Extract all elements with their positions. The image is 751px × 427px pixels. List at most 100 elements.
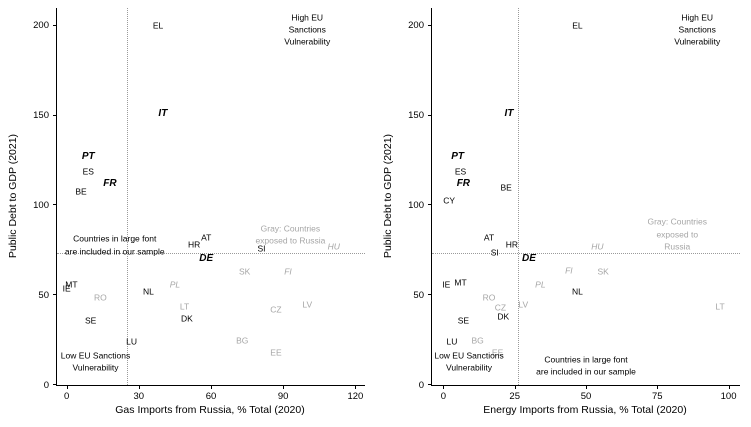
country-label-de: DE (522, 253, 536, 265)
vertical-threshold-line (126, 8, 128, 385)
country-label-pl: PL (169, 279, 181, 290)
country-label-pt: PT (81, 151, 95, 163)
country-label-es: ES (454, 166, 467, 177)
country-label-lu: LU (446, 336, 458, 347)
y-tick-mark (428, 114, 432, 116)
plot-area-gas: 0 50 100 150 200 0 30 60 90 120 EL IT PT ES FR BE AT HR SI… (33, 8, 365, 401)
horizontal-threshold-line (57, 252, 365, 254)
x-tick-label: 25 (509, 391, 520, 402)
country-label-lv: LV (302, 298, 313, 309)
country-label-ro: RO (482, 291, 496, 302)
country-label-hu: HU (591, 241, 604, 252)
y-tick-mark (53, 384, 57, 385)
y-tick-mark (53, 114, 57, 116)
country-label-si: SI (490, 246, 499, 257)
country-label-it: IT (158, 107, 168, 119)
country-label-hr: HR (505, 239, 518, 250)
x-tick-label: 30 (133, 391, 145, 402)
x-tick-label: 120 (347, 391, 364, 402)
high-vulnerability-note: High EU Sanctions Vulnerability (284, 12, 331, 47)
panel-energy-imports: Public Debt to GDP (2021) 0 50 100 150 200 0 2… (375, 0, 751, 427)
country-label-lu: LU (126, 336, 138, 347)
country-label-hu: HU (327, 241, 340, 252)
y-tick-label: 0 (418, 379, 424, 391)
y-tick-label: 50 (413, 289, 424, 301)
country-label-lt: LT (715, 300, 725, 311)
y-axis-title: Public Debt to GDP (2021) (7, 133, 19, 259)
country-label-ee: EE (491, 347, 504, 358)
country-label-nl: NL (143, 286, 154, 297)
country-label-lv: LV (518, 298, 529, 309)
country-label-es: ES (82, 166, 94, 177)
country-label-pl: PL (535, 279, 546, 290)
low-vulnerability-note: Low EU Sanctions Vulnerability (434, 350, 504, 373)
country-label-el: EL (572, 20, 583, 31)
panel-gas-imports: Public Debt to GDP (2021) 0 50 100 150 200 0 3… (7, 8, 365, 416)
country-label-bg: BG (471, 334, 484, 345)
x-tick-mark (657, 385, 659, 389)
y-tick-label: 0 (43, 379, 49, 391)
y-tick-mark (428, 384, 432, 385)
country-label-el: EL (152, 20, 164, 31)
country-label-ro: RO (93, 291, 107, 302)
country-label-cz: CZ (494, 302, 507, 313)
x-tick-mark (586, 385, 587, 389)
country-label-cz: CZ (270, 304, 282, 315)
country-label-nl: NL (572, 286, 583, 297)
sample-countries-note: Countries in large font are included in … (536, 353, 636, 377)
x-tick-label: 50 (580, 391, 592, 402)
y-tick-mark (53, 204, 57, 206)
country-label-sk: SK (239, 266, 251, 277)
gray-countries-note: Gray: Countries exposed to Russia (255, 222, 326, 246)
country-label-fi: FI (284, 266, 292, 277)
low-vulnerability-note: Low EU Sanctions Vulnerability (60, 350, 131, 373)
sample-countries-note: Countries in large font are included in … (64, 233, 165, 256)
x-tick-mark (66, 385, 68, 389)
country-label-sk: SK (597, 266, 609, 277)
x-tick-label: 90 (277, 391, 289, 402)
country-label-dk: DK (497, 311, 510, 322)
x-tick-mark (443, 385, 445, 389)
x-tick-label: 0 (440, 391, 447, 402)
x-tick-label: 100 (720, 391, 737, 402)
country-label-cy: CY (443, 194, 456, 205)
y-tick-mark (428, 204, 432, 206)
y-tick-label: 100 (408, 199, 424, 211)
country-label-hr: HR (188, 239, 201, 250)
x-tick-mark (211, 385, 212, 389)
country-label-be: BE (500, 182, 512, 193)
vertical-threshold-line (517, 8, 519, 385)
y-tick-label: 100 (33, 199, 49, 211)
y-tick-label: 50 (38, 289, 49, 301)
y-tick-label: 200 (33, 20, 49, 32)
x-tick-mark (514, 385, 516, 389)
x-axis-title: Energy Imports from Russia, % Total (202… (483, 404, 687, 416)
country-label-pt: PT (451, 151, 465, 163)
country-label-mt: MT (454, 277, 467, 288)
country-label-fi: FI (565, 264, 573, 275)
country-label-de: DE (199, 253, 214, 265)
plot-area-energy: 0 50 100 150 200 0 25 50 75 100 EL IT PT ES FR BE CY AT HR… (408, 8, 740, 401)
country-label-se: SE (457, 315, 470, 326)
x-tick-mark (355, 385, 357, 389)
y-tick-mark (428, 294, 432, 296)
country-label-ie: IE (442, 279, 451, 290)
country-label-ee: EE (270, 347, 282, 358)
country-label-at: AT (483, 232, 495, 243)
x-tick-label: 75 (651, 391, 663, 402)
country-label-fr: FR (456, 177, 471, 189)
x-tick-mark (728, 385, 730, 389)
country-label-mt: MT (65, 279, 78, 290)
country-label-se: SE (85, 315, 97, 326)
country-label-it: IT (504, 107, 514, 119)
y-axis-title: Public Debt to GDP (2021) (382, 133, 394, 259)
country-label-fr: FR (103, 177, 117, 189)
y-tick-mark (53, 24, 57, 26)
y-tick-label: 150 (33, 109, 49, 121)
y-tick-label: 150 (408, 109, 424, 121)
country-label-lt: LT (179, 300, 190, 311)
country-label-at: AT (201, 232, 212, 243)
high-vulnerability-note: High EU Sanctions Vulnerability (674, 12, 721, 47)
country-label-dk: DK (181, 313, 193, 324)
